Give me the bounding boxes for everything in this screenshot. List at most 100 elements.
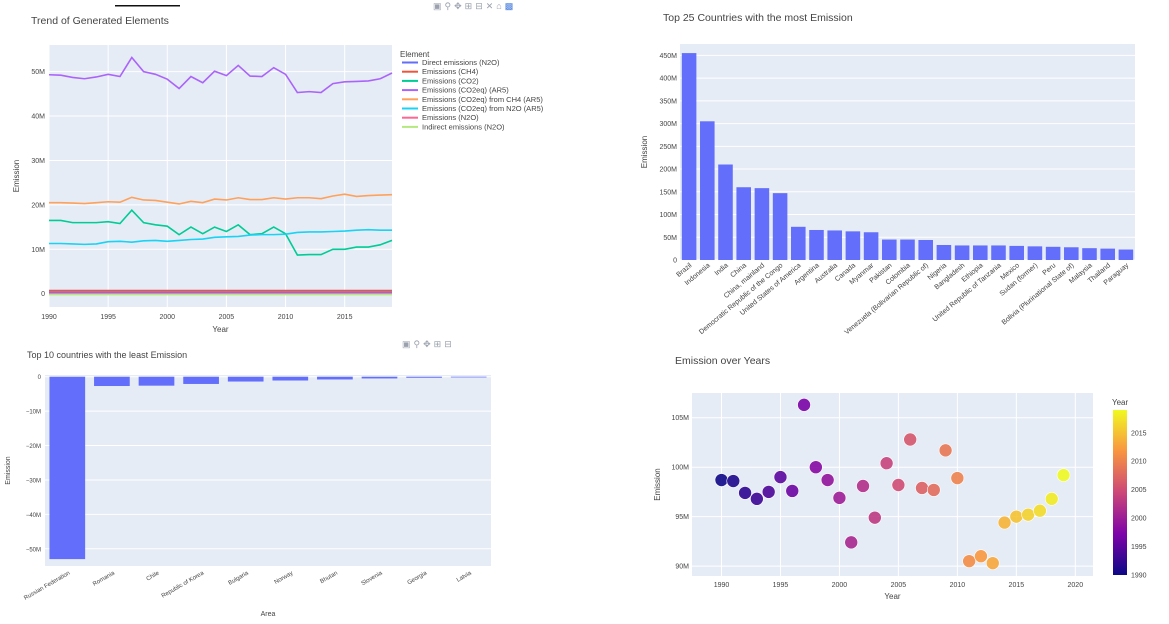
colorbar-tick-label: 2000: [1131, 516, 1147, 523]
scatter-point: [820, 473, 835, 487]
x-tick-label: 2000: [832, 582, 848, 589]
plot-area: [49, 45, 392, 307]
zoom-out-icon[interactable]: ⊟: [444, 339, 452, 349]
series-line: [49, 228, 392, 246]
bar: [1064, 247, 1079, 260]
bar: [138, 376, 175, 386]
y-axis-title: Emission: [640, 136, 649, 168]
home-icon[interactable]: ⌂: [496, 1, 502, 11]
x-tick-label: 2010: [950, 582, 966, 589]
scatter-point: [974, 549, 988, 564]
x-tick-label: 1990: [41, 314, 57, 321]
bar: [406, 376, 442, 378]
scatter-point: [1044, 492, 1059, 506]
bar: [1045, 246, 1061, 260]
scatter-point: [868, 510, 882, 525]
y-tick-label: 50M: [31, 69, 45, 76]
y-tick-label: −20M: [26, 444, 41, 450]
y-axis-title: Emission: [12, 160, 21, 192]
y-tick-label: 90M: [675, 564, 689, 571]
y-tick-label: 50M: [663, 235, 677, 242]
legend-label: Emissions (CO2eq) from N2O (AR5): [422, 104, 544, 113]
bar: [991, 245, 1006, 260]
scatter-point: [1033, 503, 1047, 518]
scatter-point: [714, 473, 729, 487]
zoom-in-icon[interactable]: ⊞: [464, 1, 473, 11]
legend-label: Emissions (CH4): [422, 67, 479, 76]
bar: [94, 376, 130, 387]
camera-icon[interactable]: ▣: [433, 1, 442, 11]
bar: [900, 239, 915, 260]
bar: [791, 226, 806, 260]
y-axis-title: Emission: [653, 468, 662, 500]
y-tick-label: 10M: [31, 247, 45, 254]
bar: [272, 376, 309, 381]
zoom-icon[interactable]: ⚲: [444, 1, 452, 11]
bar: [227, 376, 264, 382]
x-tick-label: Latvia: [456, 570, 473, 584]
zoom-out-icon[interactable]: ⊟: [475, 1, 483, 11]
x-tick-label: Slovenia: [361, 570, 385, 587]
legend-label: Emissions (CO2eq) from CH4 (AR5): [422, 95, 543, 104]
bar: [183, 376, 219, 384]
scatter-point: [738, 486, 752, 500]
bar: [1027, 246, 1043, 260]
modebar-bottom: ▣ ⚲ ✥ ⊞ ⊟: [402, 339, 452, 350]
y-tick-label: 300M: [659, 121, 677, 128]
bar: [700, 121, 715, 260]
x-axis-title: Year: [884, 592, 901, 601]
zoom-icon[interactable]: ⚲: [413, 339, 421, 349]
scatter-point: [891, 478, 906, 492]
colorbar-tick-label: 2010: [1131, 459, 1147, 466]
bar: [736, 187, 751, 260]
series-line: [48, 56, 393, 94]
pan-icon[interactable]: ✥: [454, 1, 462, 11]
bar: [936, 244, 952, 260]
scatter-point: [938, 443, 953, 458]
chart-title: Top 25 Countries with the most Emission: [663, 12, 853, 24]
bar: [317, 376, 353, 380]
top-edge-strip: [0, 0, 560, 8]
y-axis-title: Emission: [5, 456, 12, 485]
zoom-in-icon[interactable]: ⊞: [433, 339, 442, 349]
chart-title: Trend of Generated Elements: [31, 15, 169, 27]
scatter-point: [997, 515, 1012, 530]
y-tick-label: 100M: [671, 465, 689, 472]
x-tick-label: Chile: [146, 570, 161, 582]
series-line: [49, 209, 393, 256]
bar: [718, 164, 733, 260]
bar: [361, 376, 398, 379]
legend-label: Emissions (CO2): [422, 76, 479, 85]
bar: [918, 239, 933, 260]
y-tick-label: 20M: [31, 202, 45, 209]
top25-bar-panel: 0 50M 100M 150M 200M 250M 300M 350M 400M 450M Braz…: [560, 0, 1169, 340]
y-tick-label: −10M: [26, 410, 41, 416]
least10-bar-panel: 0 −10M −20M −30M −40M −50M Russian Federation R…: [0, 340, 560, 619]
pan-icon[interactable]: ✥: [423, 339, 431, 349]
y-tick-label: 0: [673, 258, 677, 265]
scatter-point: [785, 484, 800, 498]
bar: [1009, 245, 1024, 260]
x-tick-label: Romania: [92, 570, 116, 588]
y-tick-label: 30M: [31, 158, 45, 165]
y-tick-label: −30M: [26, 478, 41, 484]
x-tick-label: Russian Federation: [23, 571, 71, 602]
bar: [450, 376, 487, 378]
x-tick-label: Georgia: [407, 570, 429, 586]
scatter-point: [1056, 468, 1071, 482]
scatter-point: [797, 398, 811, 412]
scatter-point: [832, 491, 847, 505]
scatter-svg: 90M 95M 100M 105M 1990 1995 2000 2005 2010 2015 20…: [653, 355, 1147, 601]
colorbar-tick-label: 1990: [1131, 573, 1147, 580]
y-tick-label: 100M: [659, 212, 677, 219]
autoscale-icon[interactable]: ✕: [485, 1, 494, 11]
x-tick-label: 2015: [1009, 582, 1025, 589]
logo-icon[interactable]: ▩: [504, 1, 514, 11]
x-tick-label: Republic of Korea: [161, 570, 206, 599]
colorbar-title: Year: [1112, 398, 1129, 407]
camera-icon[interactable]: ▣: [402, 339, 411, 349]
bar: [809, 229, 824, 260]
bar: [49, 376, 86, 560]
plot-area: [45, 375, 491, 566]
bar: [882, 239, 897, 260]
